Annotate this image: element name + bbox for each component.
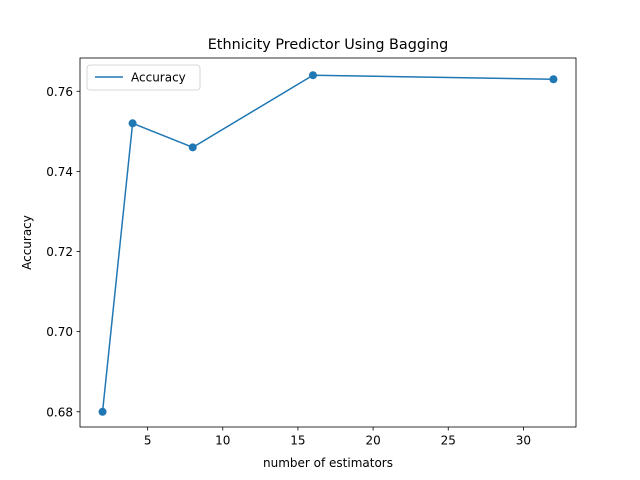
x-tick-label: 5 [144, 434, 152, 448]
chart-title: Ethnicity Predictor Using Bagging [208, 37, 449, 53]
data-point [128, 119, 137, 128]
y-tick-label: 0.74 [46, 165, 73, 179]
x-tick-label: 30 [516, 434, 531, 448]
y-tick-label: 0.72 [46, 245, 73, 259]
x-tick-label: 25 [441, 434, 456, 448]
x-tick-label: 15 [290, 434, 305, 448]
y-axis: 0.68 0.70 0.72 0.74 0.76 [46, 85, 80, 419]
y-tick-label: 0.70 [46, 325, 73, 339]
x-tick-label: 20 [365, 434, 380, 448]
legend-label-accuracy: Accuracy [131, 71, 186, 85]
data-point [549, 75, 558, 84]
plot-area [80, 58, 576, 427]
x-tick-label: 10 [215, 434, 230, 448]
y-tick-label: 0.76 [46, 85, 73, 99]
data-point [188, 143, 197, 152]
x-axis-title: number of estimators [263, 456, 393, 470]
y-axis-title: Accuracy [20, 215, 34, 270]
data-point [308, 71, 317, 80]
plot-frame [79, 57, 577, 428]
series-layer [98, 71, 558, 416]
x-axis: 5 10 15 20 25 30 [144, 427, 531, 448]
legend: Accuracy [86, 64, 201, 91]
data-point [98, 407, 107, 416]
y-tick-label: 0.68 [46, 405, 73, 419]
legend-box [86, 64, 201, 91]
